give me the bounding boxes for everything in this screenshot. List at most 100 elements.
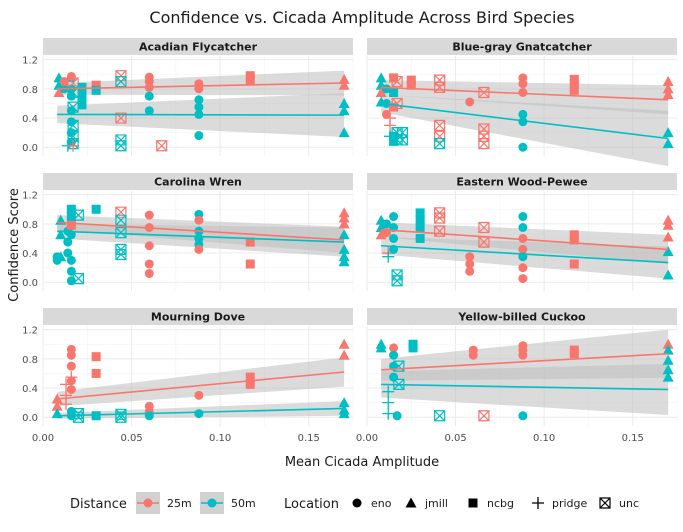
point-25m-unc — [156, 140, 168, 152]
point-50m-jmill — [662, 246, 674, 257]
point-50m-eno — [63, 237, 73, 247]
point-25m-ncbg — [569, 259, 579, 269]
point-50m-jmill — [662, 269, 674, 280]
point-50m-jmill — [662, 371, 674, 382]
point-25m-eno — [468, 350, 478, 360]
point-50m-eno — [66, 91, 76, 101]
x-tick-label: 0.00 — [32, 433, 54, 444]
point-25m-ncbg — [569, 235, 579, 245]
point-25m-eno — [465, 252, 475, 262]
points — [375, 338, 674, 422]
point-50m-ncbg — [77, 91, 87, 101]
point-25m-unc — [391, 75, 403, 88]
point-25m-jmill — [662, 89, 674, 100]
point-50m-eno — [518, 142, 528, 152]
point-25m-ncbg — [66, 220, 76, 230]
legend-label-ncbg: ncbg — [487, 497, 514, 510]
point-50m-jmill — [338, 243, 350, 254]
point-50m-pridge — [382, 407, 395, 420]
point-25m-jmill — [662, 338, 674, 349]
ribbon-50m — [381, 363, 669, 416]
point-50m-jmill — [338, 229, 350, 240]
point-25m-eno — [66, 385, 76, 395]
point-50m-jmill — [338, 251, 350, 262]
point-50m-jmill — [338, 127, 350, 138]
point-25m-pridge — [65, 371, 78, 384]
fit-line-25m — [57, 371, 345, 400]
y-tick-label: 0.4 — [22, 114, 38, 125]
point-50m-unc — [115, 214, 127, 226]
facet-panels: Acadian Flycatcher 0.0 0.4 0.8 1.2 Blue-gray … — [22, 38, 678, 444]
point-50m-ncbg — [415, 233, 425, 243]
point-25m-eno — [59, 77, 69, 87]
point-50m-ncbg — [66, 204, 76, 214]
point-25m-jmill — [338, 338, 350, 349]
panel-acadian-flycatcher: Acadian Flycatcher 0.0 0.4 0.8 1.2 — [22, 38, 354, 156]
point-25m-eno — [381, 109, 391, 119]
point-25m-jmill — [662, 83, 674, 94]
point-25m-unc — [115, 70, 127, 82]
point-50m-ncbg — [91, 85, 101, 95]
fit-line-50m — [381, 383, 669, 391]
point-25m-eno — [518, 233, 528, 243]
point-25m-eno — [518, 274, 528, 284]
strip-eastern-wood-pewee — [367, 173, 677, 190]
point-25m-ncbg — [245, 372, 255, 382]
point-25m-ncbg — [245, 379, 255, 389]
point-50m-eno — [144, 106, 154, 116]
point-50m-unc — [115, 248, 127, 261]
point-25m-jmill — [375, 229, 387, 240]
fit-line-50m — [57, 407, 345, 417]
point-50m-eno — [518, 117, 528, 127]
fit-line-25m — [57, 82, 345, 90]
point-25m-eno — [518, 350, 528, 360]
chart-title: Confidence vs. Cicada Amplitude Across B… — [149, 8, 574, 27]
point-50m-eno — [381, 84, 391, 94]
point-50m-eno — [66, 117, 76, 127]
panel-mourning-dove: Mourning Dove 0.0 0.4 0.8 1.2 0.00 0.05 0.10 0.1… — [22, 308, 354, 444]
point-25m-eno — [518, 79, 528, 89]
point-50m-unc — [115, 75, 127, 88]
strip-label: Eastern Wood-Pewee — [456, 176, 587, 189]
panel-carolina-wren: Carolina Wren 0.0 0.4 0.8 1.2 — [22, 173, 354, 291]
strip-label: Yellow-billed Cuckoo — [457, 311, 586, 324]
point-25m-eno — [389, 343, 399, 353]
point-50m-eno — [144, 91, 154, 101]
legend-label-pridge: pridge — [552, 497, 588, 510]
point-50m-eno — [392, 411, 402, 421]
legend-label-jmill: jmill — [424, 497, 448, 510]
strip-label: Mourning Dove — [151, 311, 245, 324]
x-axis-label: Mean Cicada Amplitude — [285, 455, 439, 470]
point-50m-jmill — [375, 72, 387, 83]
point-50m-unc — [115, 134, 127, 146]
fit-line-50m — [381, 244, 669, 264]
point-25m-eno — [144, 259, 154, 269]
point-50m-pridge — [382, 396, 395, 409]
strip-mourning-dove — [43, 308, 353, 325]
point-50m-unc — [391, 269, 403, 281]
point-50m-ncbg — [389, 87, 399, 97]
point-50m-pridge — [382, 385, 395, 398]
point-50m-eno — [518, 109, 528, 119]
point-50m-ncbg — [77, 82, 87, 92]
legend-label-unc: unc — [619, 497, 639, 510]
point-25m-pridge — [384, 119, 397, 132]
point-25m-eno — [144, 210, 154, 220]
point-25m-jmill — [375, 86, 387, 97]
point-50m-jmill — [338, 105, 350, 116]
point-50m-eno — [381, 219, 391, 229]
y-tick-label: 0.4 — [22, 249, 38, 260]
fit-line-25m — [57, 221, 345, 241]
y-tick-label: 1.2 — [22, 56, 38, 67]
point-25m-eno — [465, 266, 475, 276]
point-25m-unc — [478, 221, 490, 234]
point-25m-eno — [518, 244, 528, 254]
point-25m-ncbg — [406, 80, 416, 90]
strip-yellow-billed-cuckoo — [367, 308, 677, 325]
ribbon-25m — [57, 357, 345, 407]
point-25m-eno — [518, 263, 528, 273]
point-50m-eno — [66, 106, 76, 116]
point-25m-ncbg — [245, 75, 255, 85]
